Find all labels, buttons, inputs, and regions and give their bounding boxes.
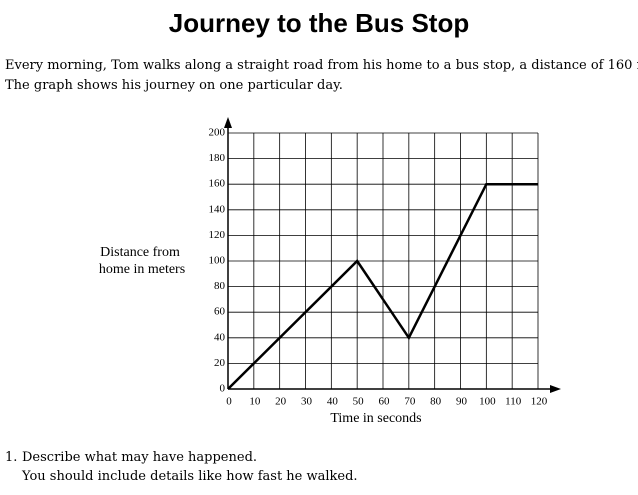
x-tick-label: 100 xyxy=(479,396,496,408)
y-axis-label: Distance from xyxy=(100,245,180,260)
y-tick-label: 120 xyxy=(209,229,226,241)
y-tick-label: 20 xyxy=(214,357,226,369)
x-tick-label: 70 xyxy=(404,396,416,408)
x-axis-label: Time in seconds xyxy=(330,411,421,426)
question-line: You should include details like how fast… xyxy=(21,469,358,484)
x-tick-label: 20 xyxy=(275,396,287,408)
y-tick-label: 60 xyxy=(214,306,226,318)
y-tick-label: 100 xyxy=(209,255,226,267)
question-number: 1. xyxy=(5,450,17,465)
x-tick-label: 0 xyxy=(226,396,232,408)
y-tick-label: 0 xyxy=(220,383,226,395)
y-tick-label: 40 xyxy=(214,331,226,343)
x-tick-label: 50 xyxy=(353,396,365,408)
page-title: Journey to the Bus Stop xyxy=(169,8,469,38)
x-tick-label: 110 xyxy=(505,396,522,408)
x-tick-label: 80 xyxy=(430,396,442,408)
x-arrow xyxy=(550,385,561,393)
question-line: Describe what may have happened. xyxy=(22,450,257,465)
intro-line: Every morning, Tom walks along a straigh… xyxy=(5,58,638,73)
y-axis-label: home in meters xyxy=(99,262,185,277)
y-tick-label: 160 xyxy=(209,178,226,190)
y-tick-label: 180 xyxy=(209,152,226,164)
x-tick-label: 40 xyxy=(327,396,339,408)
y-tick-label: 140 xyxy=(209,203,226,215)
x-tick-label: 30 xyxy=(301,396,313,408)
x-tick-label: 90 xyxy=(456,396,468,408)
data-line xyxy=(227,182,538,390)
y-tick-label: 200 xyxy=(209,127,226,139)
intro-line: The graph shows his journey on one parti… xyxy=(5,78,343,93)
y-arrow xyxy=(224,117,232,128)
x-tick-label: 10 xyxy=(249,396,261,408)
x-tick-label: 120 xyxy=(531,396,548,408)
y-tick-label: 80 xyxy=(214,280,226,292)
x-tick-label: 60 xyxy=(379,396,391,408)
